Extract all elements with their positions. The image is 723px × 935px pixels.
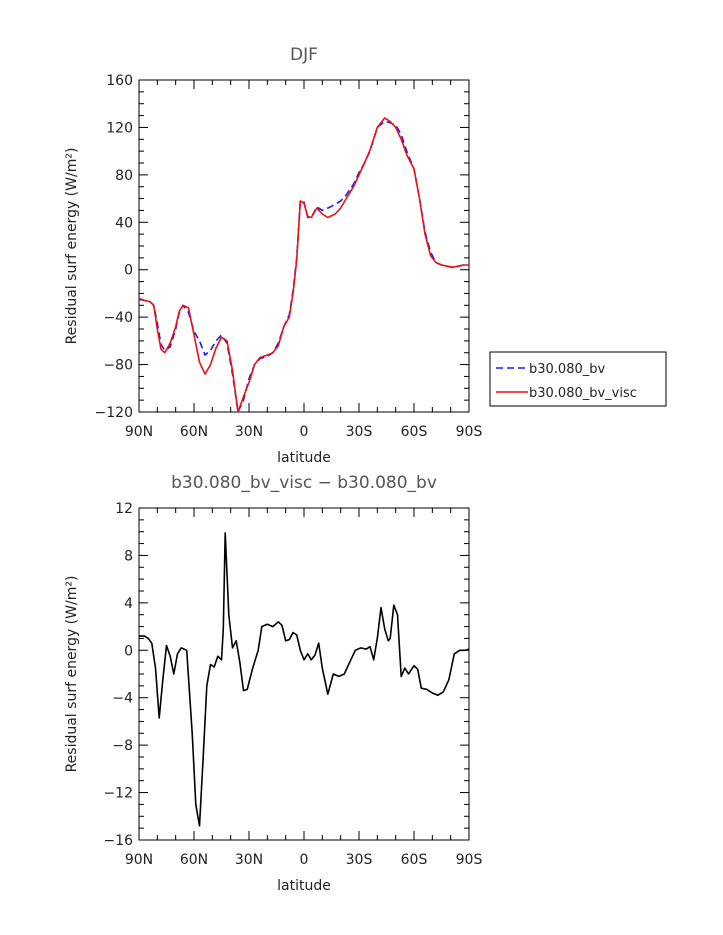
chart1-ytick-label: 160 — [106, 73, 133, 89]
chart2-ytick-label: −16 — [103, 833, 133, 849]
chart2-xtick-label: 90S — [456, 852, 483, 868]
chart2-ytick-label: −8 — [112, 738, 133, 754]
chart1-frame — [138, 79, 470, 413]
chart2-xtick-label: 60S — [401, 852, 428, 868]
chart1-ytick-label: −80 — [103, 358, 133, 374]
chart1-xtick-label: 90N — [125, 424, 153, 440]
chart1-ytick-label: 0 — [124, 263, 133, 279]
chart2-ylabel: Residual surf energy (W/m²) — [64, 576, 80, 773]
chart1-xtick-label: 60N — [180, 424, 208, 440]
chart1-ytick-label: 80 — [115, 168, 133, 184]
chart2-ytick-label: −12 — [103, 786, 133, 802]
chart2-ytick-label: 12 — [115, 501, 133, 517]
chart1-xtick-label: 0 — [300, 424, 309, 440]
chart1-ytick-label: 120 — [106, 120, 133, 136]
chart1-legend-label-2: b30.080_bv_visc — [529, 386, 637, 401]
chart1-legend-box — [489, 351, 667, 407]
chart1-xtick-label: 60S — [401, 424, 428, 440]
chart1-ylabel: Residual surf energy (W/m²) — [64, 148, 80, 345]
chart1-ytick-label: −120 — [95, 405, 133, 421]
chart1-xtick-label: 30S — [346, 424, 373, 440]
chart1-xtick-label: 90S — [456, 424, 483, 440]
chart2-title: b30.080_bv_visc − b30.080_bv — [171, 473, 437, 493]
chart2-xtick-label: 60N — [180, 852, 208, 868]
chart1-series-line-2 — [138, 117, 469, 413]
chart2-xtick-label: 30N — [235, 852, 263, 868]
chart2-xtick-label: 0 — [300, 852, 309, 868]
chart1-title: DJF — [290, 45, 318, 65]
chart1-ytick-label: −40 — [103, 310, 133, 326]
chart2-ytick-label: 4 — [124, 596, 133, 612]
chart2-series-line-1 — [139, 532, 470, 827]
chart1-xlabel: latitude — [277, 450, 331, 466]
chart1-ytick-label: 40 — [115, 215, 133, 231]
chart2-ytick-label: 0 — [124, 643, 133, 659]
chart1-series-line-1 — [138, 120, 469, 413]
chart1-xtick-label: 30N — [235, 424, 263, 440]
chart2-xlabel: latitude — [277, 878, 331, 894]
chart1-legend-label-1: b30.080_bv — [529, 362, 605, 377]
chart2-ytick-label: −4 — [112, 691, 133, 707]
chart2-xtick-label: 90N — [125, 852, 153, 868]
chart2-ytick-label: 8 — [124, 548, 133, 564]
chart2-xtick-label: 30S — [346, 852, 373, 868]
